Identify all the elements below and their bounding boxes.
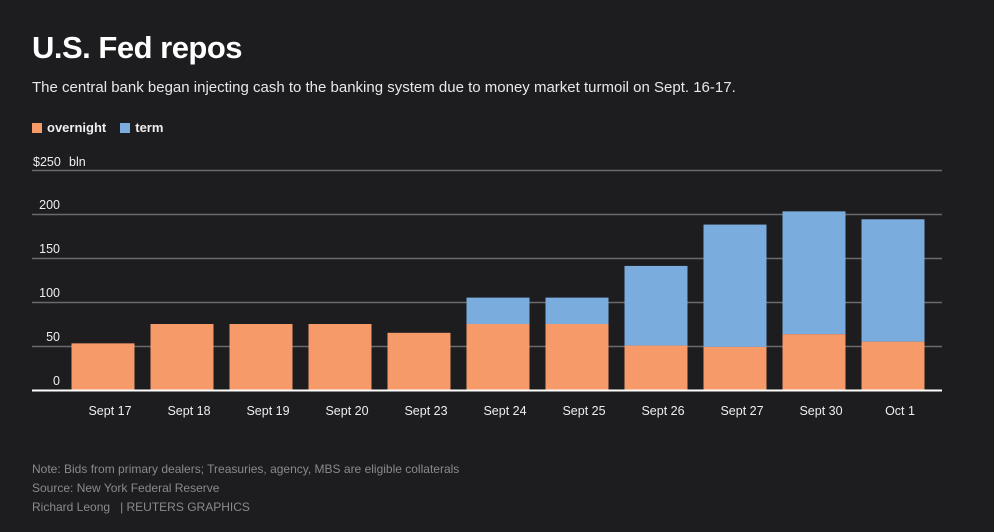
legend-item-overnight: overnight [32, 120, 106, 135]
x-tick-label-sept-30: Sept 30 [799, 404, 842, 418]
y-tick-label-150: 150 [39, 242, 60, 256]
chart-subtitle: The central bank began injecting cash to… [32, 79, 736, 96]
bar-term-sept-24 [466, 297, 530, 324]
bar-overnight-sept-26 [624, 345, 688, 390]
footer-credit-line: Richard Leong | REUTERS GRAPHICS [32, 498, 459, 517]
y-axis-top-label: $250 [33, 155, 61, 169]
chart-title: U.S. Fed repos [32, 30, 243, 65]
bar-overnight-sept-20 [308, 324, 372, 390]
x-tick-label-sept-20: Sept 20 [325, 404, 368, 418]
bar-overnight-sept-27 [703, 346, 767, 390]
x-tick-label-sept-26: Sept 26 [641, 404, 684, 418]
bar-term-sept-25 [545, 297, 609, 324]
footer-source: Source: New York Federal Reserve [32, 481, 220, 495]
y-tick-label-100: 100 [39, 286, 60, 300]
bar-term-sept-26 [624, 265, 688, 346]
bar-overnight-sept-19 [229, 324, 293, 390]
bar-overnight-sept-18 [150, 324, 214, 390]
bar-overnight-sept-17 [71, 343, 135, 390]
y-axis-unit-label: bln [69, 155, 86, 169]
legend-swatch-term [120, 122, 131, 133]
bar-term-sept-27 [703, 224, 767, 347]
x-tick-label-oct-1: Oct 1 [885, 404, 915, 418]
x-tick-label-sept-23: Sept 23 [404, 404, 447, 418]
footer-author: Richard Leong [32, 500, 111, 514]
y-tick-label-50: 50 [46, 330, 60, 344]
y-tick-label-0: 0 [53, 374, 60, 388]
footer-note: Note: Bids from primary dealers; Treasur… [32, 462, 460, 476]
legend-label-overnight: overnight [47, 120, 107, 135]
x-tick-label-sept-27: Sept 27 [720, 404, 763, 418]
y-axis-tick-labels: 0 50 100 150 200 [39, 198, 60, 388]
bar-overnight-sept-25 [545, 324, 609, 390]
bar-term-oct-1 [861, 219, 925, 342]
legend-label-term: term [135, 120, 164, 135]
legend-item-term: term [120, 120, 163, 135]
x-axis-labels: Sept 17 Sept 18 Sept 19 Sept 20 Sept 23 Sept … [88, 404, 915, 418]
bar-overnight-oct-1 [861, 341, 925, 390]
bars [71, 211, 925, 390]
bar-chart: Sept 17 Sept 18 Sept 19 Sept 20 Sept 23 Sept … [32, 155, 942, 418]
bar-overnight-sept-24 [466, 324, 530, 390]
footer-credit: | REUTERS GRAPHICS [120, 500, 250, 514]
y-tick-label-200: 200 [39, 198, 60, 212]
bar-overnight-sept-30 [782, 334, 846, 390]
footer: Note: Bids from primary dealers; Treasur… [32, 460, 459, 517]
legend-swatch-overnight [32, 122, 42, 133]
x-tick-label-sept-19: Sept 19 [246, 404, 289, 418]
bar-overnight-sept-23 [387, 332, 451, 390]
x-tick-label-sept-17: Sept 17 [88, 404, 131, 418]
bar-term-sept-30 [782, 211, 846, 335]
x-tick-label-sept-24: Sept 24 [483, 404, 526, 418]
legend: overnight term [32, 120, 177, 135]
x-tick-label-sept-25: Sept 25 [562, 404, 605, 418]
x-tick-label-sept-18: Sept 18 [167, 404, 210, 418]
